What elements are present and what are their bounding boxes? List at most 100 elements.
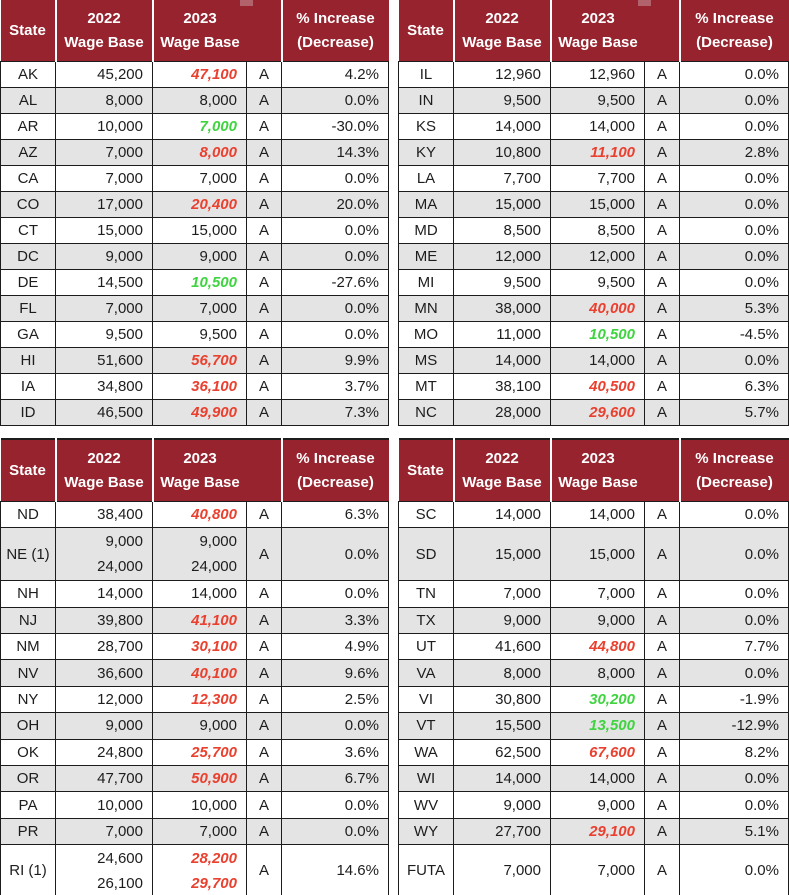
cell-state: CT <box>0 217 56 244</box>
cell-2023-wage-base: 15,000 <box>152 217 247 244</box>
table-row-mt: MT 38,100 40,500 A 6.3% <box>398 373 789 400</box>
cell-footnote-flag: A <box>644 606 680 634</box>
cell-2022-wage-base: 7,000 <box>453 580 551 608</box>
wage-value-2022: 24,600 <box>97 849 143 867</box>
table-row-ca: CA 7,000 7,000 A 0.0% <box>0 165 389 192</box>
header-notch <box>240 0 253 6</box>
table-row-pr: PR 7,000 7,000 A 0.0% <box>0 817 389 846</box>
wage-value-2022: 15,000 <box>495 545 541 563</box>
wage-table-nd-ri: State 2022 Wage Base 2023 Wage Base % In… <box>0 438 389 895</box>
cell-2023-wage-base: 10,000 <box>152 791 247 819</box>
cell-pct-change: 5.7% <box>679 399 789 426</box>
wage-value-2022: 7,000 <box>503 862 541 880</box>
cell-state: WI <box>398 764 454 793</box>
cell-2023-wage-base: 8,000 <box>152 139 247 166</box>
cell-pct-change: 0.0% <box>281 321 389 348</box>
header-footnote-flag <box>644 439 681 502</box>
header-row: State 2022 Wage Base 2023 Wage Base % In… <box>0 439 389 502</box>
header-row: State 2022 Wage Base 2023 Wage Base % In… <box>398 0 789 62</box>
cell-2023-wage-base: 29,600 <box>550 399 645 426</box>
table-row-wi: WI 14,000 14,000 A 0.0% <box>398 764 789 793</box>
cell-state: VI <box>398 685 454 714</box>
header-2022-wage-base: 2022 Wage Base <box>55 0 154 62</box>
wage-value-2023: 7,000 <box>597 585 635 603</box>
wage-value-2023: 29,600 <box>589 404 635 421</box>
table-body: IL 12,960 12,960 A 0.0% IN 9,500 9,500 A 0.0% KS 14… <box>398 61 789 426</box>
cell-2022-wage-base: 24,600 26,100 <box>55 844 153 895</box>
wage-value-2023: 9,000 <box>597 796 635 814</box>
wage-value-2022: 14,500 <box>97 274 143 291</box>
cell-2022-wage-base: 14,500 <box>55 269 153 296</box>
table-row-nd: ND 38,400 40,800 A 6.3% <box>0 500 389 529</box>
cell-2022-wage-base: 38,100 <box>453 373 551 400</box>
wage-value-2022: 24,000 <box>97 558 143 576</box>
cell-pct-change: 7.7% <box>679 632 789 661</box>
cell-footnote-flag: A <box>644 87 680 114</box>
header-footnote-flag <box>644 0 681 62</box>
cell-state: TX <box>398 606 454 634</box>
wage-value-2023: 14,000 <box>191 585 237 603</box>
cell-footnote-flag: A <box>246 191 282 218</box>
cell-footnote-flag: A <box>246 399 282 426</box>
table-row-nj: NJ 39,800 41,100 A 3.3% <box>0 606 389 634</box>
wage-value-2023: 9,000 <box>199 533 237 551</box>
wage-value-2022: 36,600 <box>97 664 143 682</box>
wage-value-2023: 9,000 <box>199 248 237 265</box>
cell-pct-change: 0.0% <box>281 87 389 114</box>
cell-2022-wage-base: 45,200 <box>55 61 153 88</box>
cell-footnote-flag: A <box>246 764 282 793</box>
cell-2023-wage-base: 7,000 <box>152 113 247 140</box>
table-row-wy: WY 27,700 29,100 A 5.1% <box>398 817 789 846</box>
cell-2022-wage-base: 10,800 <box>453 139 551 166</box>
wage-value-2022: 9,000 <box>105 248 143 265</box>
cell-2023-wage-base: 9,000 24,000 <box>152 527 247 582</box>
cell-2022-wage-base: 9,500 <box>55 321 153 348</box>
cell-pct-change: 14.3% <box>281 139 389 166</box>
cell-footnote-flag: A <box>644 580 680 608</box>
wage-value-2023: 12,960 <box>589 66 635 83</box>
cell-footnote-flag: A <box>246 606 282 634</box>
cell-state: IL <box>398 61 454 88</box>
cell-footnote-flag: A <box>644 764 680 793</box>
cell-footnote-flag: A <box>246 243 282 270</box>
cell-pct-change: 3.7% <box>281 373 389 400</box>
table-row-ok: OK 24,800 25,700 A 3.6% <box>0 738 389 766</box>
cell-2023-wage-base: 50,900 <box>152 764 247 793</box>
cell-2022-wage-base: 15,000 <box>453 191 551 218</box>
wage-value-2022: 8,000 <box>105 92 143 109</box>
cell-pct-change: -1.9% <box>679 685 789 714</box>
cell-footnote-flag: A <box>246 580 282 608</box>
wage-value-2022: 62,500 <box>495 743 541 761</box>
wage-value-2023: 10,500 <box>191 274 237 291</box>
table-row-ut: UT 41,600 44,800 A 7.7% <box>398 632 789 661</box>
cell-pct-change: -12.9% <box>679 712 789 740</box>
wage-value-2022: 41,600 <box>495 638 541 656</box>
cell-footnote-flag: A <box>246 321 282 348</box>
cell-pct-change: 0.0% <box>679 580 789 608</box>
cell-2023-wage-base: 7,700 <box>550 165 645 192</box>
cell-state: DE <box>0 269 56 296</box>
wage-value-2022: 34,800 <box>97 378 143 395</box>
cell-pct-change: 0.0% <box>281 791 389 819</box>
cell-state: MA <box>398 191 454 218</box>
cell-pct-change: -27.6% <box>281 269 389 296</box>
wage-value-2023: 14,000 <box>589 118 635 135</box>
table-row-pa: PA 10,000 10,000 A 0.0% <box>0 791 389 819</box>
header-2023-wage-base: 2023 Wage Base <box>550 0 645 62</box>
wage-value-2023: 12,000 <box>589 248 635 265</box>
cell-2022-wage-base: 9,000 <box>453 606 551 634</box>
table-row-ia: IA 34,800 36,100 A 3.7% <box>0 373 389 400</box>
cell-footnote-flag: A <box>246 165 282 192</box>
cell-state: CO <box>0 191 56 218</box>
cell-state: NY <box>0 685 56 714</box>
cell-2023-wage-base: 8,500 <box>550 217 645 244</box>
wage-value-2023: 20,400 <box>191 196 237 213</box>
table-states-nd-ri: State 2022 Wage Base 2023 Wage Base % In… <box>0 438 389 895</box>
cell-pct-change: 5.1% <box>679 817 789 846</box>
cell-2022-wage-base: 8,500 <box>453 217 551 244</box>
cell-2022-wage-base: 9,500 <box>453 87 551 114</box>
cell-pct-change: 9.9% <box>281 347 389 374</box>
wage-value-2023: 56,700 <box>191 352 237 369</box>
cell-pct-change: 0.0% <box>679 243 789 270</box>
cell-2023-wage-base: 9,000 <box>152 712 247 740</box>
